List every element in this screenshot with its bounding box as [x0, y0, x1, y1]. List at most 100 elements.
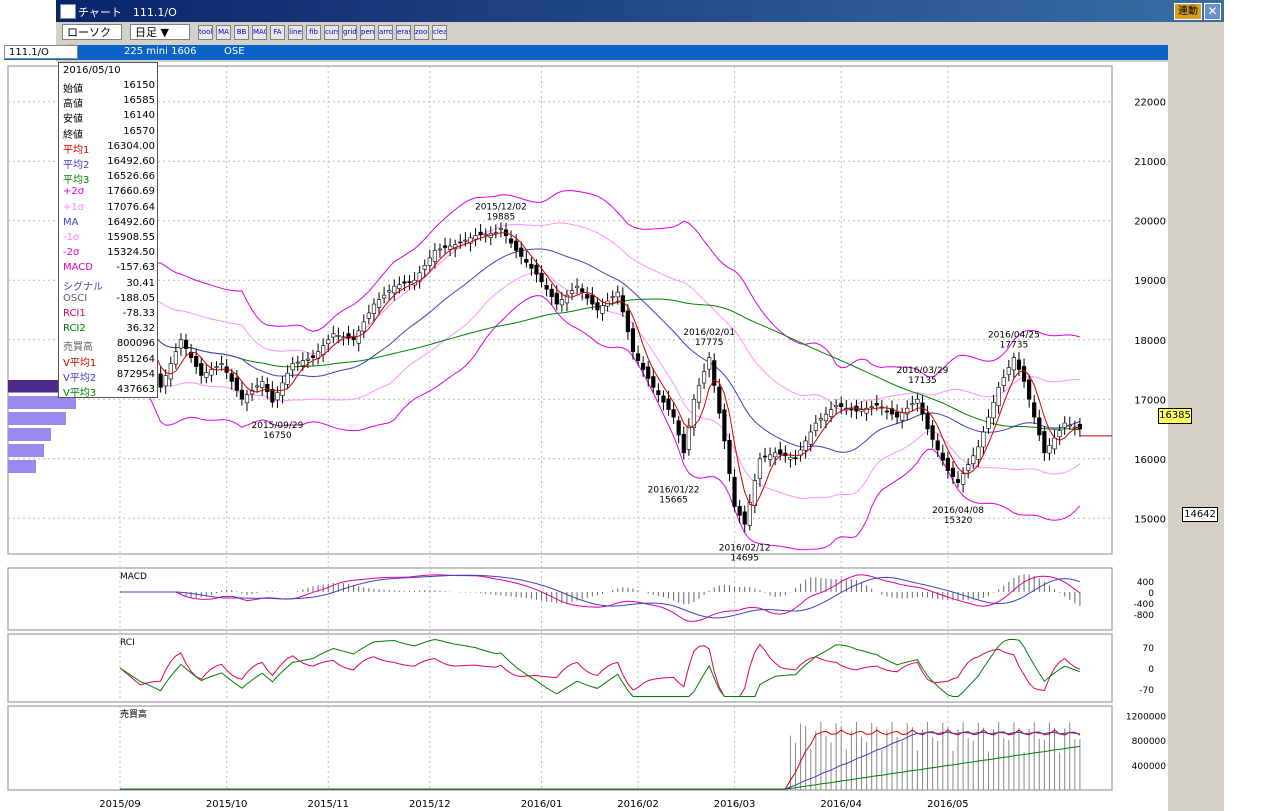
info-row: -1σ 15908.55 — [63, 232, 155, 247]
info-label: 平均3 — [63, 175, 90, 187]
candle-body — [407, 281, 412, 283]
candle-body — [737, 505, 742, 516]
toolbar-clear-button[interactable]: clear — [432, 25, 447, 40]
toolbar: ローソク ▼ 日足 ▼ toolMABBMACDFAlinefibcursorg… — [56, 22, 1224, 55]
info-row: V平均1 851264 — [63, 354, 155, 369]
toolbar-zoom-button[interactable]: zoom — [414, 25, 429, 40]
toolbar-erase-button[interactable]: erase — [396, 25, 411, 40]
toolbar-line-button[interactable]: line — [288, 25, 303, 40]
candle-body — [945, 457, 950, 471]
candle-body — [712, 360, 717, 386]
toolbar-grid-button[interactable]: grid — [342, 25, 357, 40]
candle-body — [849, 408, 854, 411]
candle-body — [940, 452, 945, 461]
candle-body — [610, 296, 615, 298]
candle-body — [778, 449, 783, 455]
candle-body — [158, 373, 163, 388]
chart-area[interactable]: 15000 16000 17000 18000 19000 20000 21000 22000… — [0, 62, 1168, 811]
rci2-line — [119, 638, 1081, 697]
candle-body — [285, 372, 290, 385]
info-row: 始値 16150 — [63, 80, 155, 95]
info-label: OSCI — [63, 292, 88, 304]
toolbar-pen-button[interactable]: pen — [360, 25, 375, 40]
toolbar-fib-button[interactable]: fib — [306, 25, 321, 40]
candle-body — [331, 333, 336, 338]
toolbar-arrow-button[interactable]: arrow — [378, 25, 393, 40]
candle-body — [244, 394, 250, 404]
info-row: シグナル 30.41 — [63, 278, 155, 293]
candle-body — [382, 294, 387, 299]
close-icon[interactable]: ✕ — [1204, 3, 1221, 20]
candle-body — [326, 339, 331, 345]
candle-body — [996, 387, 1001, 406]
candle-body — [661, 395, 666, 403]
window-title: チャート 111.1/O — [78, 6, 177, 19]
candle-body — [935, 440, 940, 451]
candle-body — [620, 295, 625, 313]
info-value: 16570 — [123, 125, 155, 137]
info-row: V平均3 437663 — [63, 384, 155, 399]
symbol-input[interactable]: 111.1/O — [4, 45, 78, 59]
volume-profile-bar — [8, 412, 66, 425]
toolbar-tool-button[interactable]: tool — [198, 25, 213, 40]
info-row: +2σ 17660.69 — [63, 186, 155, 201]
candle-body — [432, 250, 437, 262]
candle-body — [717, 386, 722, 414]
candle-body — [468, 237, 473, 244]
candle-body — [514, 240, 519, 251]
candle-body — [762, 455, 768, 458]
interval-dropdown[interactable]: 日足 ▼ — [130, 24, 190, 40]
info-label: -2σ — [63, 247, 80, 259]
candle-body — [1047, 445, 1052, 454]
info-value: 16526.66 — [107, 171, 155, 183]
info-label: 終値 — [63, 129, 83, 141]
candle-body — [199, 363, 204, 376]
chart-type-dropdown[interactable]: ローソク ▼ — [62, 24, 122, 55]
info-label: V平均1 — [63, 357, 97, 369]
info-value: 16140 — [123, 110, 155, 122]
candle-body — [239, 389, 244, 400]
info-row: +1σ 17076.64 — [63, 202, 155, 217]
candle-body — [214, 366, 219, 368]
info-value: 36.32 — [126, 323, 155, 335]
ma2-line — [119, 248, 1081, 453]
candle-body — [539, 273, 544, 283]
info-value: 30.41 — [126, 277, 155, 289]
toolbar-BB-button[interactable]: BB — [234, 25, 249, 40]
toolbar-cursor-button[interactable]: cursor — [324, 25, 339, 40]
ma1-line — [119, 232, 1081, 507]
candle-body — [1037, 417, 1042, 436]
price-chart-svg[interactable]: 15000 16000 17000 18000 19000 20000 21000 22000… — [0, 62, 1168, 811]
time-tick-label: 2015/12 — [409, 799, 451, 810]
info-label: RCI2 — [63, 323, 86, 335]
price-tick-label: 18000 — [1134, 336, 1166, 347]
candle-body — [635, 353, 641, 361]
annotation-date: 2016/04/08 — [932, 506, 984, 516]
toolbar-MA-button[interactable]: MA — [216, 25, 231, 40]
candle-body — [427, 257, 432, 266]
candle-body — [585, 294, 590, 299]
linked-button[interactable]: 連動 — [1174, 3, 1202, 20]
candle-body — [930, 425, 935, 440]
candle-body — [260, 381, 265, 388]
candle-body — [544, 284, 549, 290]
bb-lower1-line — [119, 271, 1081, 499]
candle-body — [392, 285, 397, 294]
price-tick-label: 21000 — [1134, 157, 1166, 168]
title-bar[interactable]: チャート 111.1/O 連動 ✕ — [56, 0, 1224, 22]
candle-body — [742, 511, 747, 525]
candle-body — [265, 384, 270, 393]
info-value: 15324.50 — [107, 247, 155, 259]
candle-body — [707, 357, 712, 370]
candle-body — [950, 467, 956, 477]
toolbar-MACD-button[interactable]: MACD — [252, 25, 267, 40]
candle-body — [813, 422, 818, 431]
candle-body — [442, 245, 448, 248]
toolbar-FA-button[interactable]: FA — [270, 25, 285, 40]
candle-body — [590, 294, 595, 305]
time-tick-label: 2015/09 — [99, 799, 141, 810]
info-value: 16492.60 — [107, 216, 155, 228]
candle-body — [183, 339, 189, 349]
candle-body — [991, 401, 996, 419]
candle-body — [1006, 367, 1011, 375]
